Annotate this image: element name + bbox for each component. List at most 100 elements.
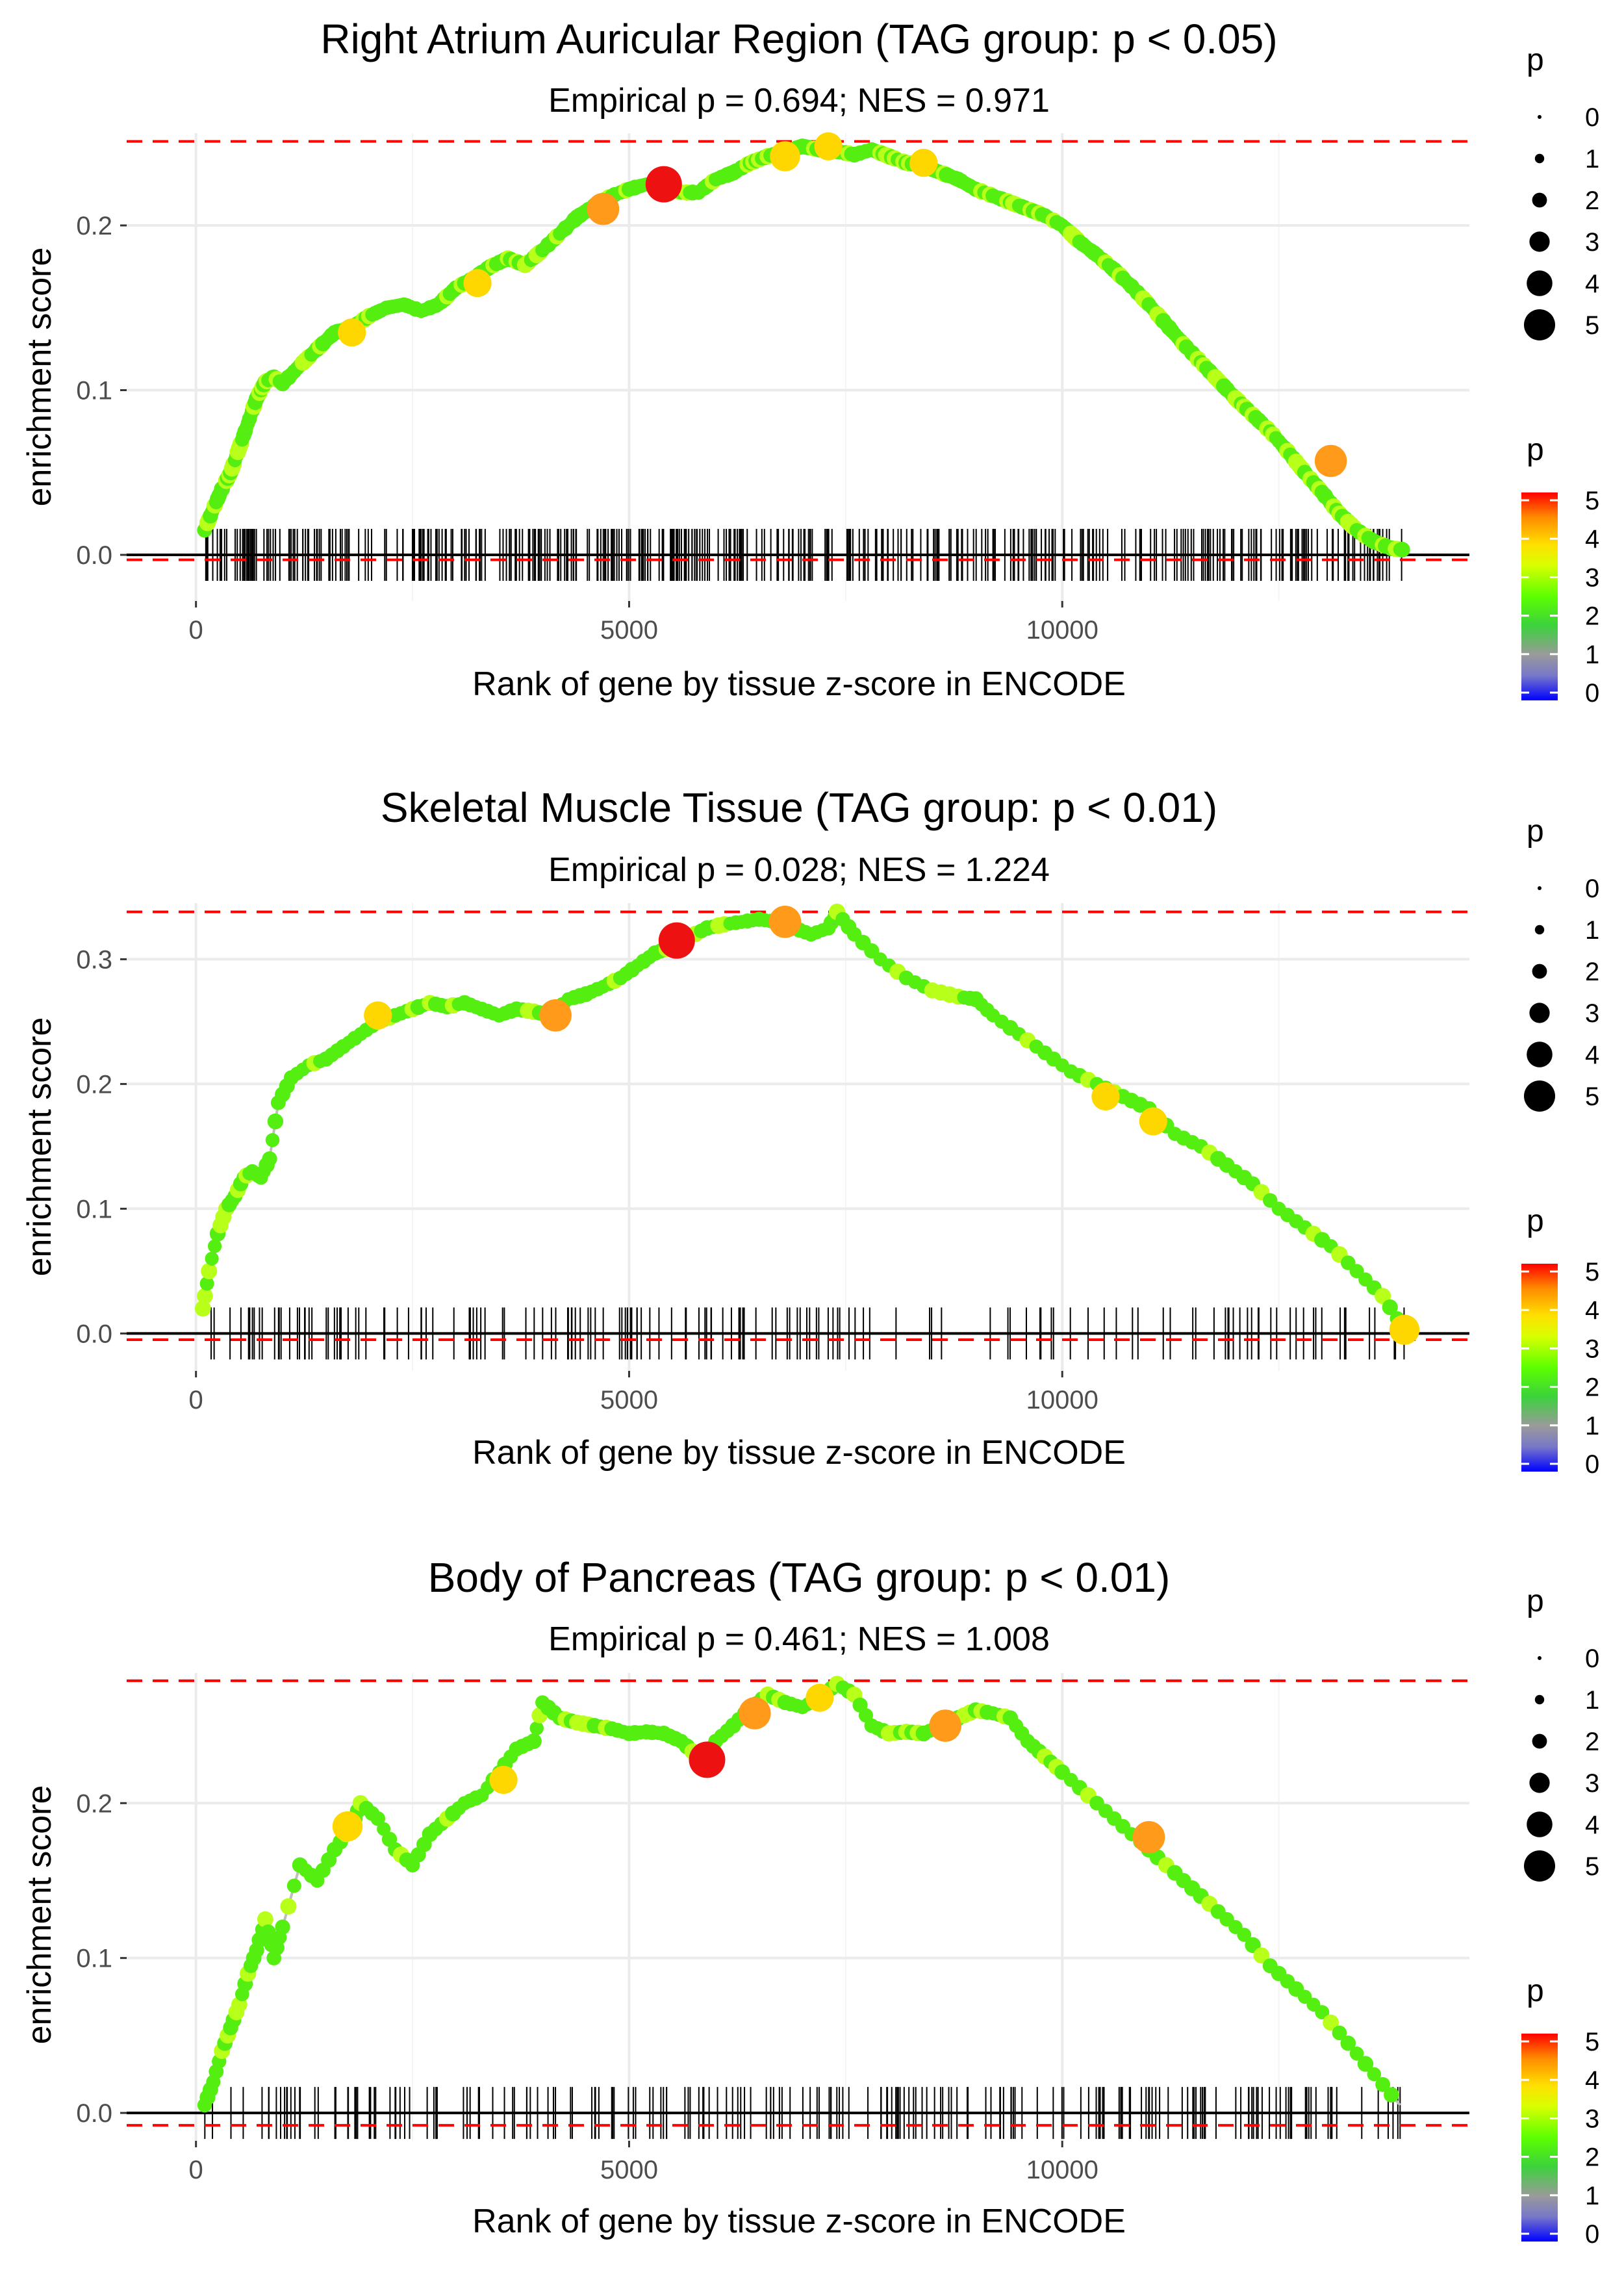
data-point <box>286 1878 301 1893</box>
colorbar-label: 2 <box>1585 2143 1599 2172</box>
chart-title: Body of Pancreas (TAG group: p < 0.01) <box>428 1554 1171 1601</box>
legend: p 0 1 2 3 4 5 p 5 4 3 2 1 0 <box>1521 43 1599 708</box>
highlight-point <box>1314 444 1347 478</box>
size-legend-key <box>1529 1772 1550 1793</box>
size-legend-title: p <box>1527 1584 1544 1618</box>
size-legend-title: p <box>1527 814 1544 849</box>
colorbar-label: 3 <box>1585 2104 1599 2133</box>
size-legend-label: 3 <box>1585 1769 1599 1798</box>
colorbar-label: 4 <box>1585 525 1599 554</box>
data-point <box>267 1113 284 1130</box>
colorbar-label: 5 <box>1585 2028 1599 2056</box>
y-axis-title: enrichment score <box>21 1785 58 2045</box>
y-tick-label: 0.0 <box>76 541 112 570</box>
size-legend-label: 4 <box>1585 1041 1599 1069</box>
colorbar-label: 3 <box>1585 1335 1599 1363</box>
data-point <box>194 1300 211 1317</box>
colorbar-label: 4 <box>1585 1296 1599 1325</box>
size-legend-key <box>1524 1080 1555 1112</box>
data-point <box>199 1276 214 1291</box>
size-legend-label: 3 <box>1585 228 1599 257</box>
data-point <box>526 1733 542 1750</box>
plot-area: 0 5000 10000 0.0 0.1 0.2 <box>76 1673 1469 2184</box>
highlight-point <box>587 192 620 225</box>
data-point <box>1315 2005 1330 2020</box>
size-legend-label: 1 <box>1585 145 1599 173</box>
size-legend-label: 2 <box>1585 958 1599 986</box>
data-point <box>201 1262 218 1279</box>
color-legend-title: p <box>1527 433 1544 467</box>
colorbar-label: 0 <box>1585 1450 1599 1479</box>
size-legend-label: 0 <box>1585 1644 1599 1673</box>
highlight-point <box>1132 1820 1165 1854</box>
size-legend-key <box>1534 1694 1545 1705</box>
colorbar-label: 1 <box>1585 2182 1599 2210</box>
highlight-point <box>806 1683 834 1712</box>
enrichment-path <box>203 145 1405 552</box>
size-legend-key <box>1532 964 1547 979</box>
y-tick-label: 0.2 <box>76 212 112 240</box>
size-legend-key <box>1524 1850 1555 1882</box>
plot-area: 0 5000 10000 0.0 0.1 0.2 <box>76 132 1469 645</box>
data-point <box>265 1133 280 1147</box>
size-legend-key <box>1538 886 1542 890</box>
x-tick-label: 10000 <box>1026 616 1098 645</box>
x-tick-label: 5000 <box>600 2156 658 2184</box>
highlight-point <box>338 318 366 347</box>
colorbar-label: 1 <box>1585 641 1599 669</box>
color-legend-title: p <box>1527 1974 1544 2008</box>
highlight-point <box>689 1741 726 1778</box>
highlight-point <box>332 1811 363 1842</box>
highlight-point <box>1091 1082 1120 1111</box>
highlight-point <box>929 1709 962 1742</box>
size-legend-key <box>1532 1733 1547 1749</box>
size-legend-label: 4 <box>1585 1811 1599 1839</box>
data-point <box>1382 1299 1398 1316</box>
data-point <box>1237 1928 1252 1942</box>
plot-area: 0 5000 10000 0.0 0.1 0.2 0.3 <box>76 903 1469 1414</box>
data-point <box>1332 2025 1347 2041</box>
panel-skeletal-muscle: Skeletal Muscle Tissue (TAG group: p < 0… <box>21 784 1599 1479</box>
size-legend-label: 0 <box>1585 875 1599 903</box>
colorbar <box>1521 492 1558 700</box>
highlight-point <box>645 166 682 203</box>
size-legend-label: 5 <box>1585 1852 1599 1881</box>
chart-subtitle: Empirical p = 0.028; NES = 1.224 <box>548 851 1050 889</box>
y-tick-label: 0.2 <box>76 1070 112 1099</box>
y-tick-label: 0.0 <box>76 1320 112 1348</box>
x-axis-title: Rank of gene by tissue z-score in ENCODE <box>472 2203 1126 2240</box>
size-legend-label: 2 <box>1585 1728 1599 1756</box>
y-tick-label: 0.1 <box>76 1945 112 1973</box>
x-tick-label: 0 <box>189 1386 203 1414</box>
data-point <box>370 1811 386 1826</box>
data-point <box>529 1721 544 1735</box>
size-legend-label: 1 <box>1585 916 1599 945</box>
data-point <box>1340 2036 1356 2051</box>
size-legend-title: p <box>1527 43 1544 77</box>
size-legend-key <box>1527 1811 1553 1837</box>
size-legend-key <box>1538 1656 1542 1660</box>
data-point <box>1375 2076 1391 2092</box>
colorbar-label: 5 <box>1585 487 1599 515</box>
colorbar-label: 2 <box>1585 1373 1599 1402</box>
colorbar <box>1521 1264 1558 1472</box>
y-tick-label: 0.1 <box>76 1195 112 1223</box>
x-axis-title: Rank of gene by tissue z-score in ENCODE <box>472 665 1126 703</box>
x-tick-label: 5000 <box>600 616 658 645</box>
data-point <box>1384 2087 1399 2103</box>
y-axis-title: enrichment score <box>21 248 58 507</box>
highlight-point <box>1139 1107 1167 1136</box>
x-tick-label: 10000 <box>1026 2156 1098 2184</box>
x-axis-title: Rank of gene by tissue z-score in ENCODE <box>472 1434 1126 1472</box>
highlight-point <box>539 999 572 1032</box>
chart-title: Skeletal Muscle Tissue (TAG group: p < 0… <box>381 784 1217 831</box>
colorbar-label: 4 <box>1585 2066 1599 2095</box>
size-legend-key <box>1529 231 1550 252</box>
x-tick-label: 0 <box>189 2156 203 2184</box>
x-tick-label: 10000 <box>1026 1386 1098 1414</box>
size-legend-label: 3 <box>1585 999 1599 1028</box>
colorbar-label: 0 <box>1585 2220 1599 2249</box>
data-point <box>262 1151 277 1167</box>
highlight-point <box>814 132 843 160</box>
